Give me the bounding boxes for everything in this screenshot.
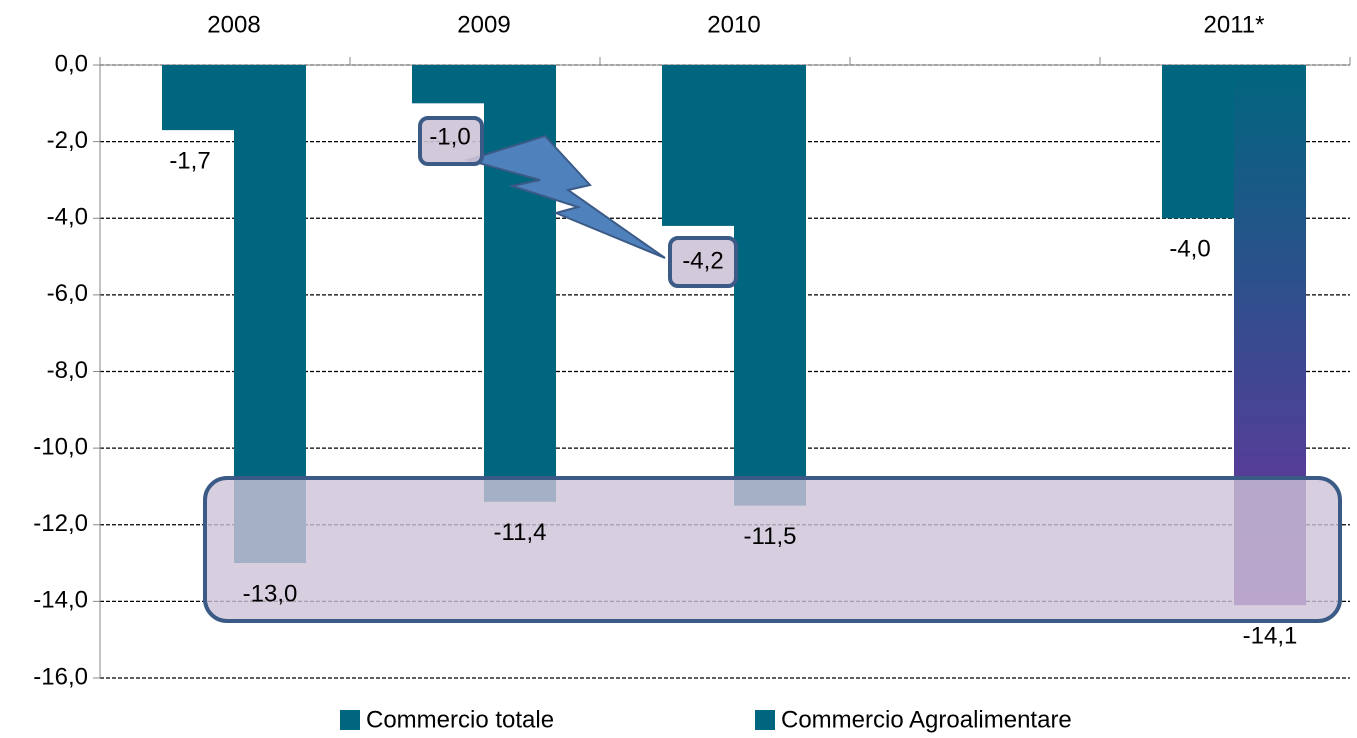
- bar: [662, 65, 734, 226]
- callout-box: [418, 116, 484, 166]
- legend-swatch: [340, 710, 360, 730]
- data-label: -4,0: [1169, 236, 1210, 263]
- bar: [484, 65, 556, 502]
- data-label: -13,0: [243, 580, 298, 607]
- y-tick-label: -4,0: [47, 204, 88, 231]
- y-tick-label: -8,0: [47, 357, 88, 384]
- legend-label: Commercio totale: [366, 706, 554, 733]
- data-label: -14,1: [1243, 623, 1298, 650]
- data-label: -11,5: [744, 523, 797, 550]
- lightning-bolt: [464, 134, 666, 259]
- bar: [734, 65, 806, 506]
- x-tick-label: 2011*: [1204, 11, 1265, 38]
- x-tick-label: 2009: [457, 11, 510, 38]
- y-tick-label: -6,0: [47, 280, 88, 307]
- data-label: -1,7: [169, 147, 210, 174]
- x-tick-label: 2008: [207, 11, 260, 38]
- x-tick-label: 2010: [707, 11, 760, 38]
- y-tick-label: -16,0: [33, 663, 88, 690]
- bar: [162, 65, 234, 131]
- y-tick-label: -2,0: [47, 127, 88, 154]
- highlight-box: [203, 476, 1342, 623]
- bar: [412, 65, 484, 104]
- data-label: -4,2: [682, 247, 723, 274]
- data-label: -1,0: [429, 123, 470, 150]
- legend-swatch: [755, 710, 775, 730]
- y-tick-label: -14,0: [33, 587, 88, 614]
- y-tick-label: -10,0: [33, 433, 88, 460]
- callout-box: [668, 236, 738, 288]
- y-tick-label: -12,0: [33, 510, 88, 537]
- data-label: -11,4: [494, 519, 547, 546]
- y-tick-label: 0,0: [55, 50, 88, 77]
- bar: [1162, 65, 1234, 219]
- legend-label: Commercio Agroalimentare: [781, 706, 1072, 733]
